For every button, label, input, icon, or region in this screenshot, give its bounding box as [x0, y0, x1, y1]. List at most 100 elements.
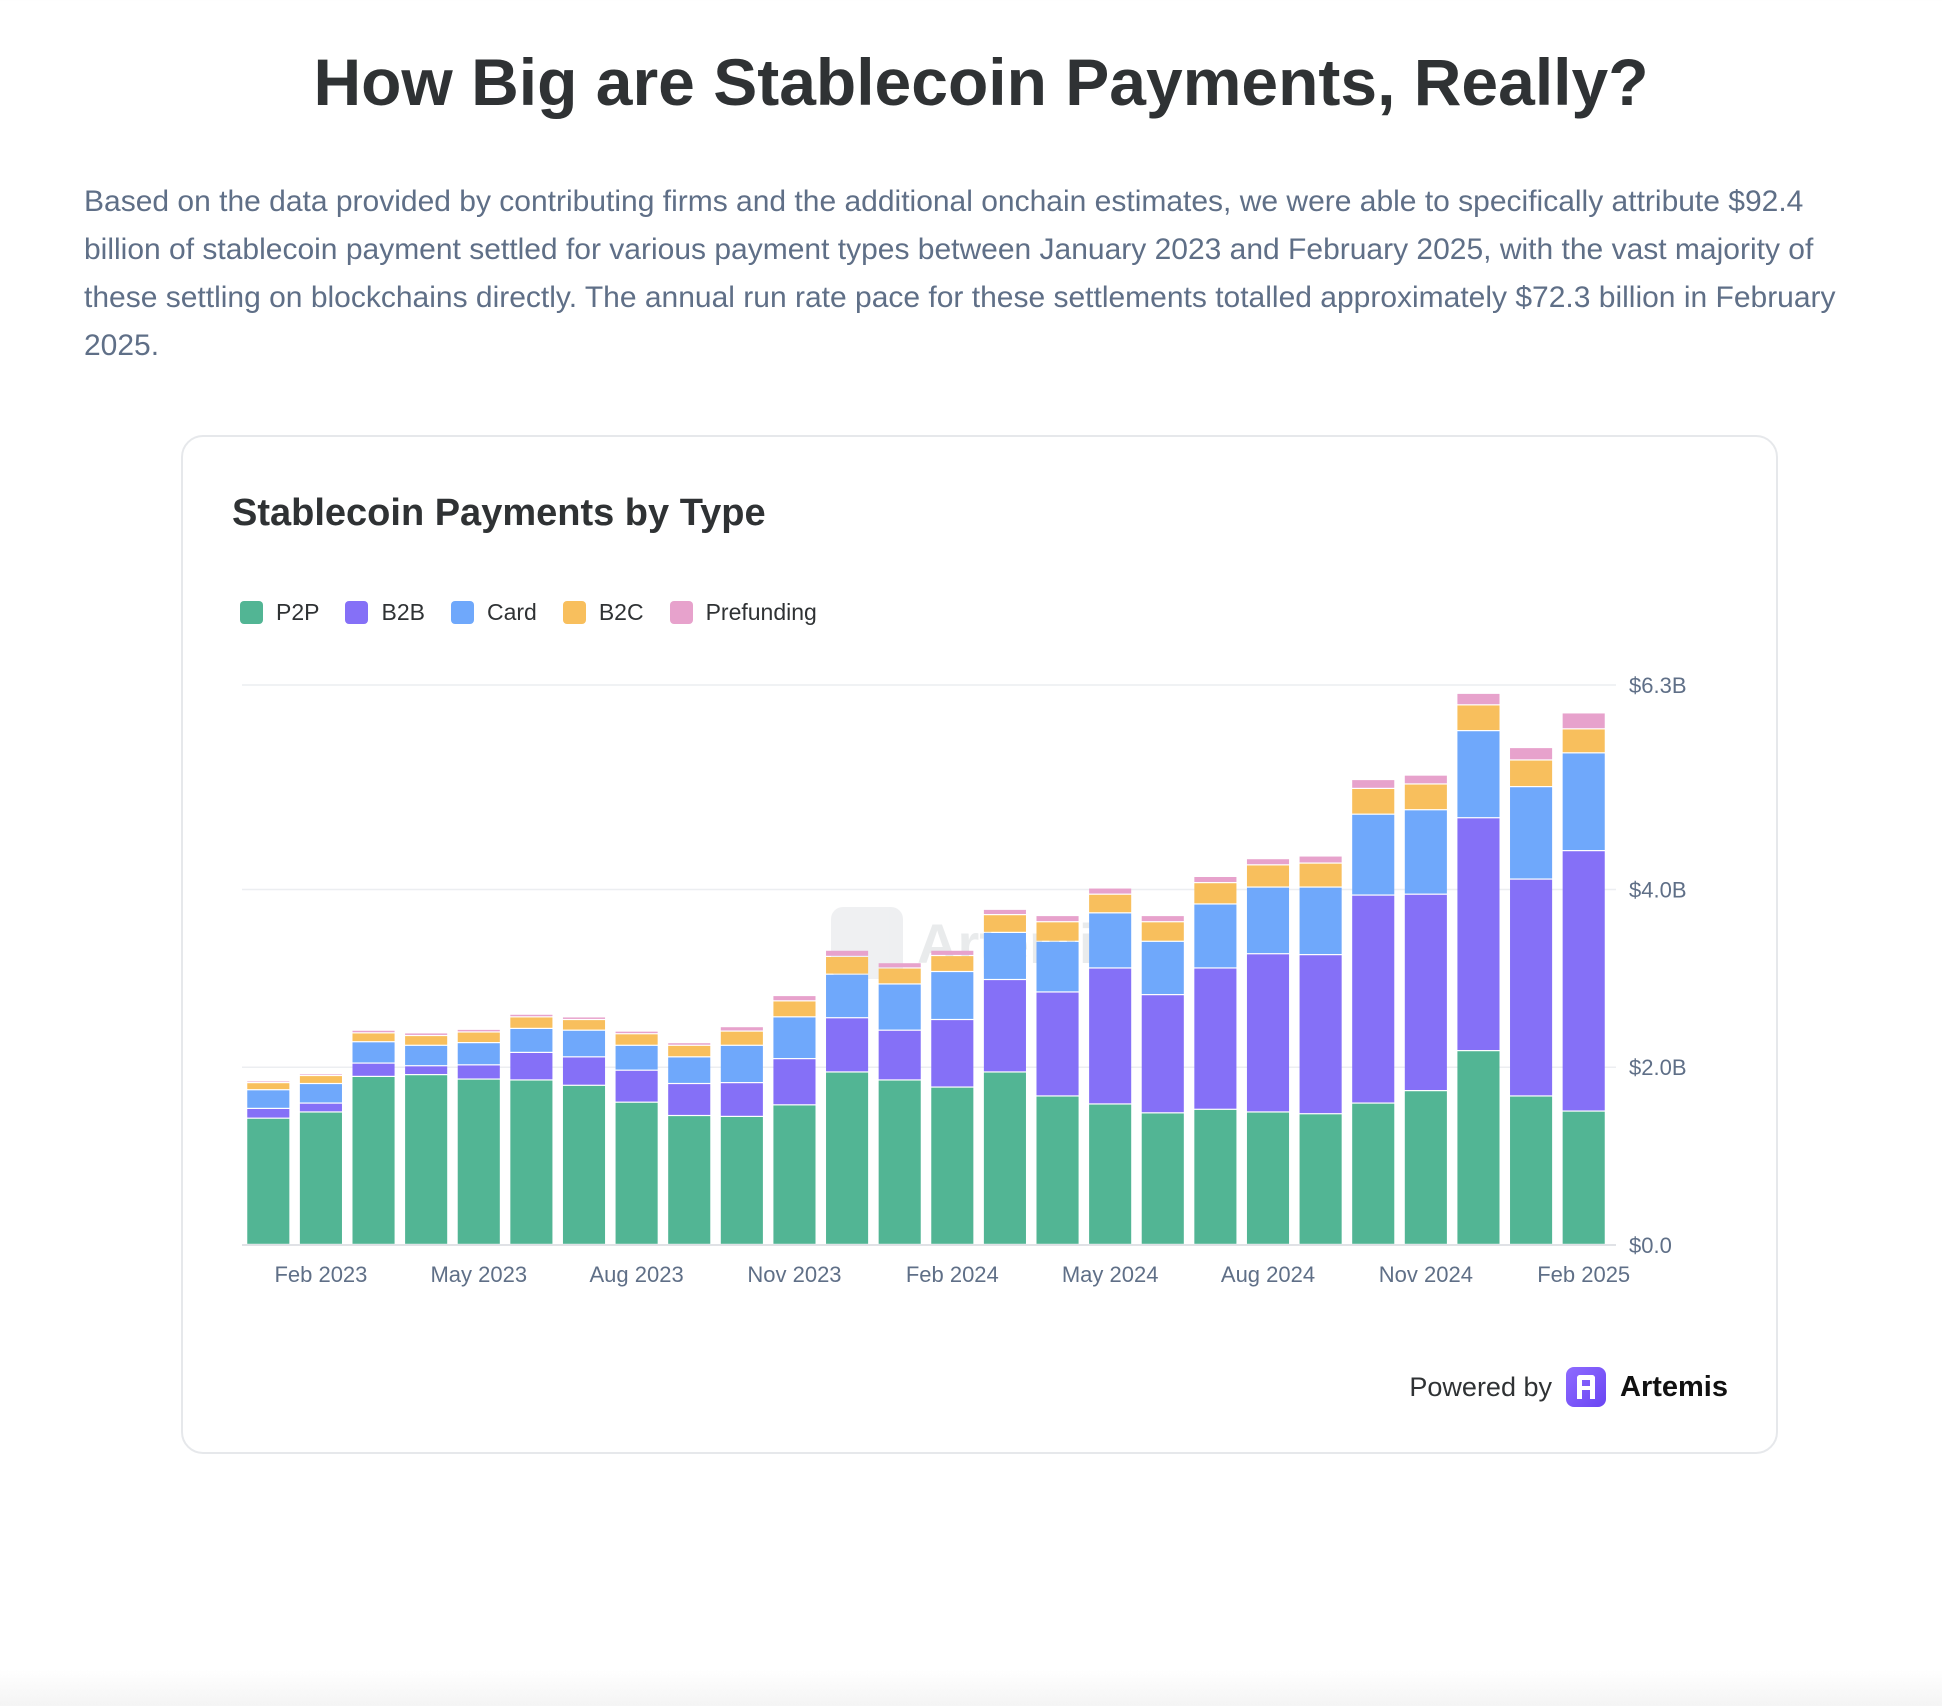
bar-b2b-oct-2024[interactable] [1352, 895, 1395, 1103]
bar-b2c-feb-2023[interactable] [299, 1076, 342, 1083]
bar-b2c-nov-2023[interactable] [773, 1001, 816, 1017]
bar-b2b-mar-2024[interactable] [983, 980, 1026, 1072]
bar-card-may-2024[interactable] [1089, 913, 1132, 968]
bar-b2b-aug-2024[interactable] [1246, 954, 1290, 1112]
bar-card-jan-2024[interactable] [878, 984, 921, 1030]
legend-item-card[interactable]: Card [450, 599, 537, 626]
bar-card-jul-2024[interactable] [1194, 904, 1237, 968]
bar-prefunding-feb-2025[interactable] [1562, 713, 1605, 729]
bar-card-sep-2023[interactable] [668, 1057, 711, 1083]
bar-card-oct-2024[interactable] [1352, 814, 1395, 895]
bar-b2b-jan-2025[interactable] [1510, 879, 1553, 1096]
bar-card-feb-2023[interactable] [299, 1084, 342, 1103]
bar-b2b-jul-2023[interactable] [562, 1057, 606, 1085]
bar-p2p-may-2023[interactable] [457, 1079, 500, 1244]
bar-p2p-mar-2024[interactable] [983, 1072, 1026, 1244]
bar-b2b-mar-2023[interactable] [352, 1063, 395, 1076]
bar-prefunding-oct-2024[interactable] [1352, 780, 1395, 788]
bar-card-dec-2024[interactable] [1457, 731, 1500, 818]
bar-b2b-jul-2024[interactable] [1194, 968, 1237, 1109]
bar-prefunding-jan-2023[interactable] [247, 1081, 290, 1083]
bar-b2c-apr-2024[interactable] [1036, 922, 1079, 941]
bar-prefunding-jun-2024[interactable] [1141, 916, 1184, 922]
bar-b2c-oct-2024[interactable] [1352, 789, 1395, 814]
bar-prefunding-sep-2024[interactable] [1299, 856, 1342, 863]
bar-card-aug-2023[interactable] [615, 1045, 658, 1070]
bar-prefunding-mar-2024[interactable] [983, 909, 1026, 915]
bar-p2p-jun-2024[interactable] [1141, 1113, 1184, 1244]
bar-b2c-jul-2024[interactable] [1194, 883, 1237, 904]
bar-prefunding-aug-2023[interactable] [615, 1031, 658, 1034]
bar-b2c-sep-2023[interactable] [668, 1045, 711, 1057]
bar-prefunding-jan-2025[interactable] [1510, 748, 1553, 760]
bar-b2c-mar-2023[interactable] [352, 1033, 395, 1042]
bar-card-oct-2023[interactable] [720, 1045, 763, 1083]
bar-p2p-oct-2024[interactable] [1352, 1103, 1395, 1244]
bar-b2c-jun-2023[interactable] [510, 1017, 553, 1028]
bar-b2b-aug-2023[interactable] [615, 1070, 658, 1102]
bar-b2c-jan-2023[interactable] [247, 1083, 290, 1090]
legend-item-b2b[interactable]: B2B [345, 599, 425, 626]
bar-b2c-jan-2024[interactable] [878, 968, 921, 984]
bar-b2b-nov-2023[interactable] [773, 1059, 816, 1105]
bar-p2p-nov-2023[interactable] [773, 1105, 816, 1244]
bar-b2b-feb-2023[interactable] [299, 1103, 342, 1112]
bar-p2p-may-2024[interactable] [1089, 1104, 1132, 1244]
bar-b2c-feb-2025[interactable] [1562, 729, 1605, 753]
bar-prefunding-sep-2023[interactable] [668, 1043, 711, 1045]
bar-p2p-aug-2023[interactable] [615, 1102, 658, 1244]
bar-b2b-jan-2024[interactable] [878, 1030, 921, 1080]
bar-prefunding-jul-2024[interactable] [1194, 877, 1237, 883]
bar-b2b-dec-2024[interactable] [1457, 818, 1500, 1051]
bar-b2c-jun-2024[interactable] [1141, 922, 1184, 941]
bar-card-nov-2024[interactable] [1404, 810, 1447, 894]
bar-b2b-sep-2024[interactable] [1299, 955, 1342, 1114]
bar-prefunding-aug-2024[interactable] [1246, 859, 1290, 865]
bar-card-nov-2023[interactable] [773, 1017, 816, 1059]
bar-prefunding-oct-2023[interactable] [720, 1027, 763, 1031]
bar-p2p-feb-2025[interactable] [1562, 1111, 1605, 1244]
bar-prefunding-jan-2024[interactable] [878, 963, 921, 968]
bar-p2p-jan-2023[interactable] [247, 1118, 290, 1244]
bar-prefunding-dec-2023[interactable] [826, 950, 869, 956]
bar-b2b-apr-2024[interactable] [1036, 992, 1079, 1096]
bar-p2p-apr-2024[interactable] [1036, 1096, 1079, 1244]
bar-prefunding-jun-2023[interactable] [510, 1014, 553, 1017]
bar-p2p-sep-2023[interactable] [668, 1116, 711, 1244]
bar-card-dec-2023[interactable] [826, 974, 869, 1018]
bar-p2p-apr-2023[interactable] [405, 1075, 448, 1244]
bar-b2b-apr-2023[interactable] [405, 1066, 448, 1075]
bar-p2p-feb-2024[interactable] [931, 1087, 974, 1244]
bar-b2c-dec-2023[interactable] [826, 957, 869, 974]
bar-b2c-mar-2024[interactable] [983, 915, 1026, 932]
bar-b2c-jul-2023[interactable] [562, 1020, 606, 1030]
bar-prefunding-feb-2024[interactable] [931, 950, 974, 955]
bar-card-aug-2024[interactable] [1246, 887, 1290, 954]
legend-item-b2c[interactable]: B2C [562, 599, 644, 626]
bar-b2c-dec-2024[interactable] [1457, 705, 1500, 731]
bar-b2c-aug-2023[interactable] [615, 1034, 658, 1045]
bar-p2p-aug-2024[interactable] [1246, 1112, 1290, 1244]
bar-prefunding-feb-2023[interactable] [299, 1074, 342, 1075]
bar-b2b-jan-2023[interactable] [247, 1109, 290, 1118]
bar-p2p-jun-2023[interactable] [510, 1080, 553, 1244]
bar-b2b-sep-2023[interactable] [668, 1084, 711, 1115]
bar-card-apr-2023[interactable] [405, 1045, 448, 1066]
bar-prefunding-jul-2023[interactable] [562, 1017, 606, 1019]
bar-card-jun-2024[interactable] [1141, 941, 1184, 995]
bar-b2c-aug-2024[interactable] [1246, 865, 1290, 887]
bar-prefunding-mar-2023[interactable] [352, 1030, 395, 1033]
bar-b2c-jan-2025[interactable] [1510, 760, 1553, 787]
bar-p2p-dec-2024[interactable] [1457, 1051, 1500, 1244]
bar-card-may-2023[interactable] [457, 1043, 500, 1065]
bar-p2p-dec-2023[interactable] [826, 1072, 869, 1244]
bar-b2b-feb-2025[interactable] [1562, 851, 1605, 1111]
bar-b2b-feb-2024[interactable] [931, 1020, 974, 1087]
bar-prefunding-nov-2023[interactable] [773, 996, 816, 1001]
bar-p2p-jan-2024[interactable] [878, 1080, 921, 1244]
bar-p2p-mar-2023[interactable] [352, 1077, 395, 1244]
bar-b2c-nov-2024[interactable] [1404, 784, 1447, 810]
bar-p2p-jul-2023[interactable] [562, 1085, 606, 1244]
bar-prefunding-dec-2024[interactable] [1457, 693, 1500, 705]
legend-item-p2p[interactable]: P2P [240, 599, 319, 626]
